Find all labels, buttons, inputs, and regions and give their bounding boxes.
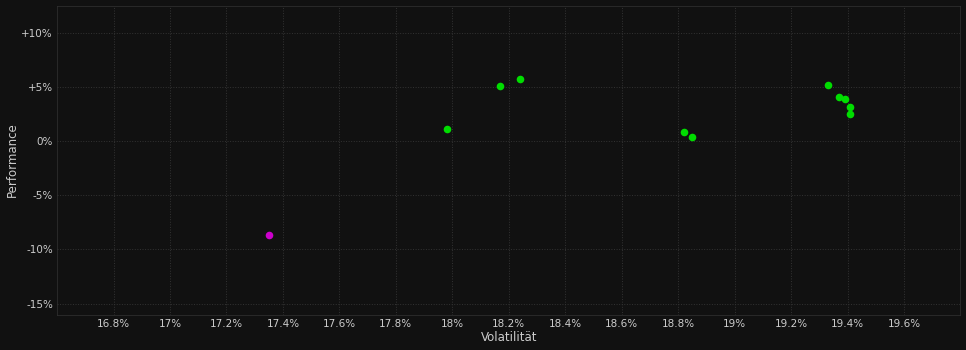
Point [837,97,852,102]
Point [261,232,276,238]
X-axis label: Volatilität: Volatilität [480,331,537,344]
Point [439,126,454,132]
Point [493,83,508,89]
Y-axis label: Performance: Performance [6,122,18,197]
Point [832,94,847,99]
Point [685,134,700,140]
Point [512,76,527,82]
Point [842,105,858,110]
Point [676,130,692,135]
Point [842,111,858,117]
Point [820,82,836,88]
